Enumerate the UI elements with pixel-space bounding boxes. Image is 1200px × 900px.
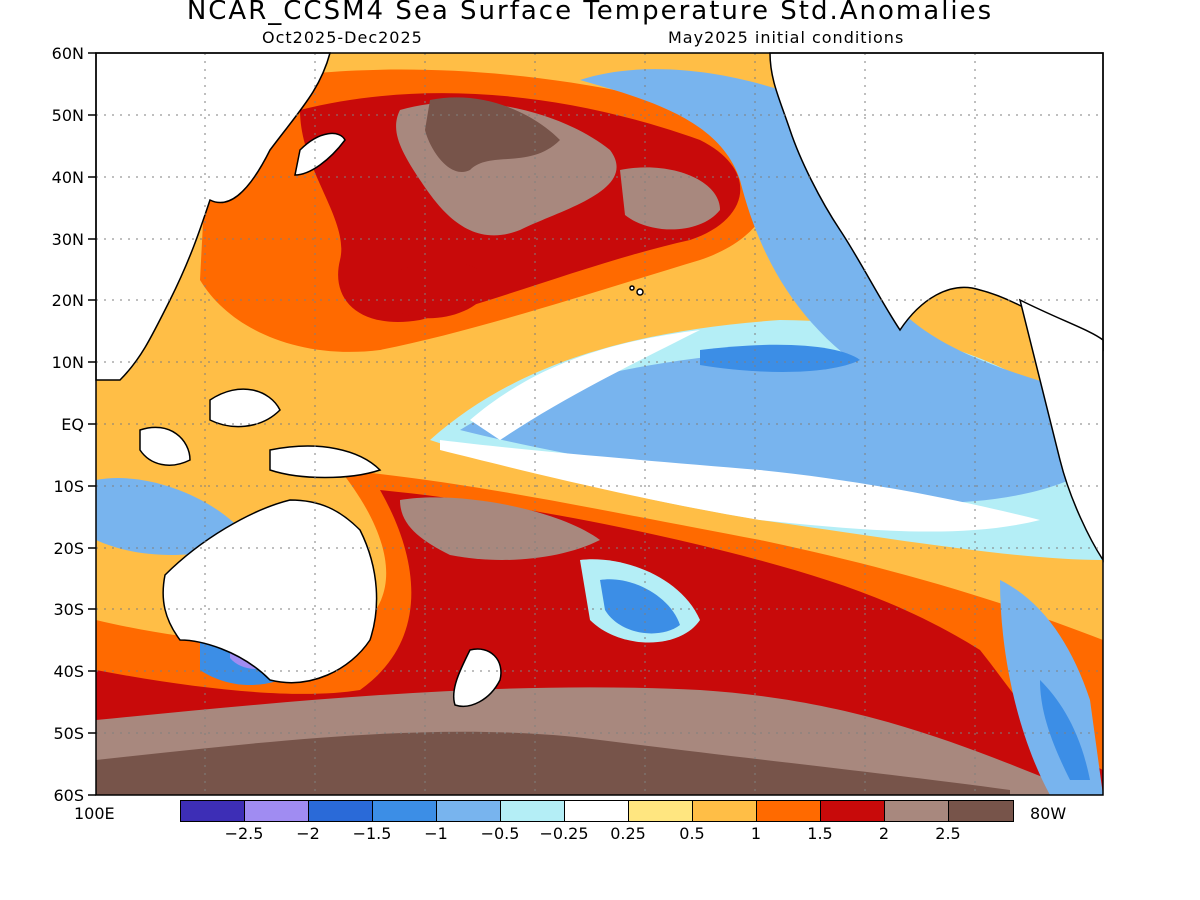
colorbar-swatch [885, 801, 949, 821]
colorbar-label: 1.5 [807, 824, 833, 843]
lat-label-10s: 10S [53, 477, 84, 496]
colorbar [180, 800, 1014, 822]
lat-label-50s: 50S [53, 724, 84, 743]
lon-label-left: 100E [74, 804, 115, 823]
lat-label-60n: 60N [51, 44, 84, 63]
lat-label-40s: 40S [53, 662, 84, 681]
lon-label-right: 80W [1030, 804, 1067, 823]
colorbar-label: −1.5 [352, 824, 392, 843]
lat-label-30n: 30N [51, 230, 84, 249]
colorbar-swatch [373, 801, 437, 821]
colorbar-swatch [437, 801, 501, 821]
colorbar-swatch [245, 801, 309, 821]
lat-label-20n: 20N [51, 291, 84, 310]
colorbar-swatch [629, 801, 693, 821]
colorbar-label: 1 [750, 824, 762, 843]
lat-label-40n: 40N [51, 168, 84, 187]
land-masses [95, 52, 1104, 707]
initial-conditions: May2025 initial conditions [668, 28, 905, 47]
forecast-period: Oct2025-Dec2025 [262, 28, 423, 47]
colorbar-swatch [501, 801, 565, 821]
lat-ticks [88, 52, 96, 796]
colorbar-swatch [821, 801, 885, 821]
colorbar-label: −2 [296, 824, 320, 843]
colorbar-label: 0.5 [679, 824, 705, 843]
lat-label-eq: EQ [61, 415, 84, 434]
colorbar-swatch [693, 801, 757, 821]
lat-label-60s: 60S [53, 786, 84, 805]
colorbar-label: −0.25 [539, 824, 589, 843]
colorbar-label: −0.5 [480, 824, 520, 843]
lat-label-50n: 50N [51, 106, 84, 125]
colorbar-swatch [757, 801, 821, 821]
colorbar-label: −1 [424, 824, 448, 843]
colorbar-swatch [565, 801, 629, 821]
colorbar-swatch [949, 801, 1013, 821]
colorbar-label: 0.25 [610, 824, 646, 843]
colorbar-swatch [181, 801, 245, 821]
colorbar-label: 2.5 [935, 824, 961, 843]
lat-label-30s: 30S [53, 600, 84, 619]
colorbar-label: 2 [878, 824, 890, 843]
lat-label-10n: 10N [51, 353, 84, 372]
colorbar-label: −2.5 [224, 824, 264, 843]
map-title: NCAR_CCSM4 Sea Surface Temperature Std.A… [186, 0, 994, 26]
colorbar-swatch [309, 801, 373, 821]
lat-label-20s: 20S [53, 539, 84, 558]
